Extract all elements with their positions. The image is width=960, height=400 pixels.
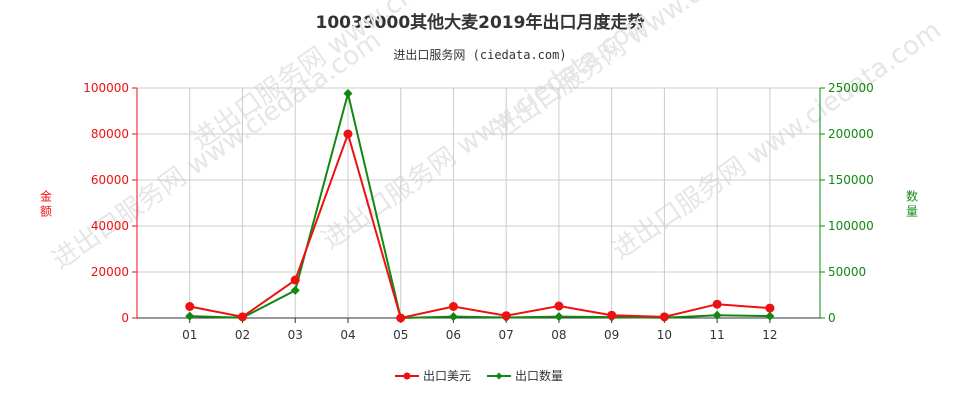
data-point xyxy=(448,312,458,322)
x-axis-tick-label: 06 xyxy=(446,328,461,342)
data-point xyxy=(765,303,775,313)
data-point xyxy=(712,299,722,309)
chart-source: 进出口服务网 (ciedata.com) xyxy=(393,48,567,62)
legend-marker xyxy=(403,372,411,380)
data-point xyxy=(554,312,564,322)
right-axis-tick-label: 0 xyxy=(828,311,836,325)
watermark-text: 进出口服务网 www.ciedata.com xyxy=(607,15,947,265)
data-point xyxy=(237,312,247,322)
chart-title: 10039000其他大麦2019年出口月度走势 xyxy=(315,13,645,33)
x-axis-tick-label: 10 xyxy=(657,328,672,342)
left-axis-tick-label: 20000 xyxy=(91,265,129,279)
x-axis-tick-label: 12 xyxy=(762,328,777,342)
right-axis-tick-label: 150000 xyxy=(828,173,874,187)
data-point xyxy=(607,310,617,320)
series-line xyxy=(189,130,770,320)
right-axis-title: 量 xyxy=(906,205,918,219)
left-axis-tick-label: 40000 xyxy=(91,219,129,233)
x-axis-tick-label: 05 xyxy=(393,328,408,342)
right-axis-tick-label: 100000 xyxy=(828,219,874,233)
data-point xyxy=(185,302,195,311)
left-axis-tick-label: 80000 xyxy=(91,127,129,141)
right-axis-tick-label: 200000 xyxy=(828,127,874,141)
data-point xyxy=(396,313,406,323)
legend-marker xyxy=(495,372,503,380)
data-point xyxy=(712,310,722,320)
data-point xyxy=(185,311,195,321)
data-point xyxy=(343,89,353,99)
series-line xyxy=(189,93,770,320)
data-point xyxy=(765,311,775,321)
left-axis-title: 额 xyxy=(40,205,52,219)
right-axis-tick-label: 50000 xyxy=(828,265,866,279)
data-point xyxy=(448,302,458,311)
data-point xyxy=(501,311,511,321)
left-axis-tick-label: 100000 xyxy=(83,81,129,95)
data-point xyxy=(659,312,669,322)
x-axis-tick-label: 08 xyxy=(551,328,566,342)
right-axis-title: 数 xyxy=(906,189,918,204)
x-axis-tick-label: 07 xyxy=(499,328,514,342)
x-axis-tick-label: 03 xyxy=(288,328,303,342)
x-axis-tick-label: 04 xyxy=(340,328,355,342)
data-point xyxy=(290,285,300,295)
data-point xyxy=(290,275,300,285)
x-axis-tick-label: 02 xyxy=(235,328,250,342)
right-axis-tick-label: 250000 xyxy=(828,81,874,95)
legend-label: 出口数量 xyxy=(515,368,563,383)
left-axis-title: 金 xyxy=(40,189,52,204)
x-axis-tick-label: 01 xyxy=(182,328,197,342)
data-point xyxy=(343,129,353,139)
x-axis-tick-label: 11 xyxy=(710,328,725,342)
left-axis-tick-label: 0 xyxy=(121,311,129,325)
legend-label: 出口美元 xyxy=(423,369,471,383)
x-axis-tick-label: 09 xyxy=(604,328,619,342)
data-point xyxy=(554,301,564,311)
left-axis-tick-label: 60000 xyxy=(91,173,129,187)
